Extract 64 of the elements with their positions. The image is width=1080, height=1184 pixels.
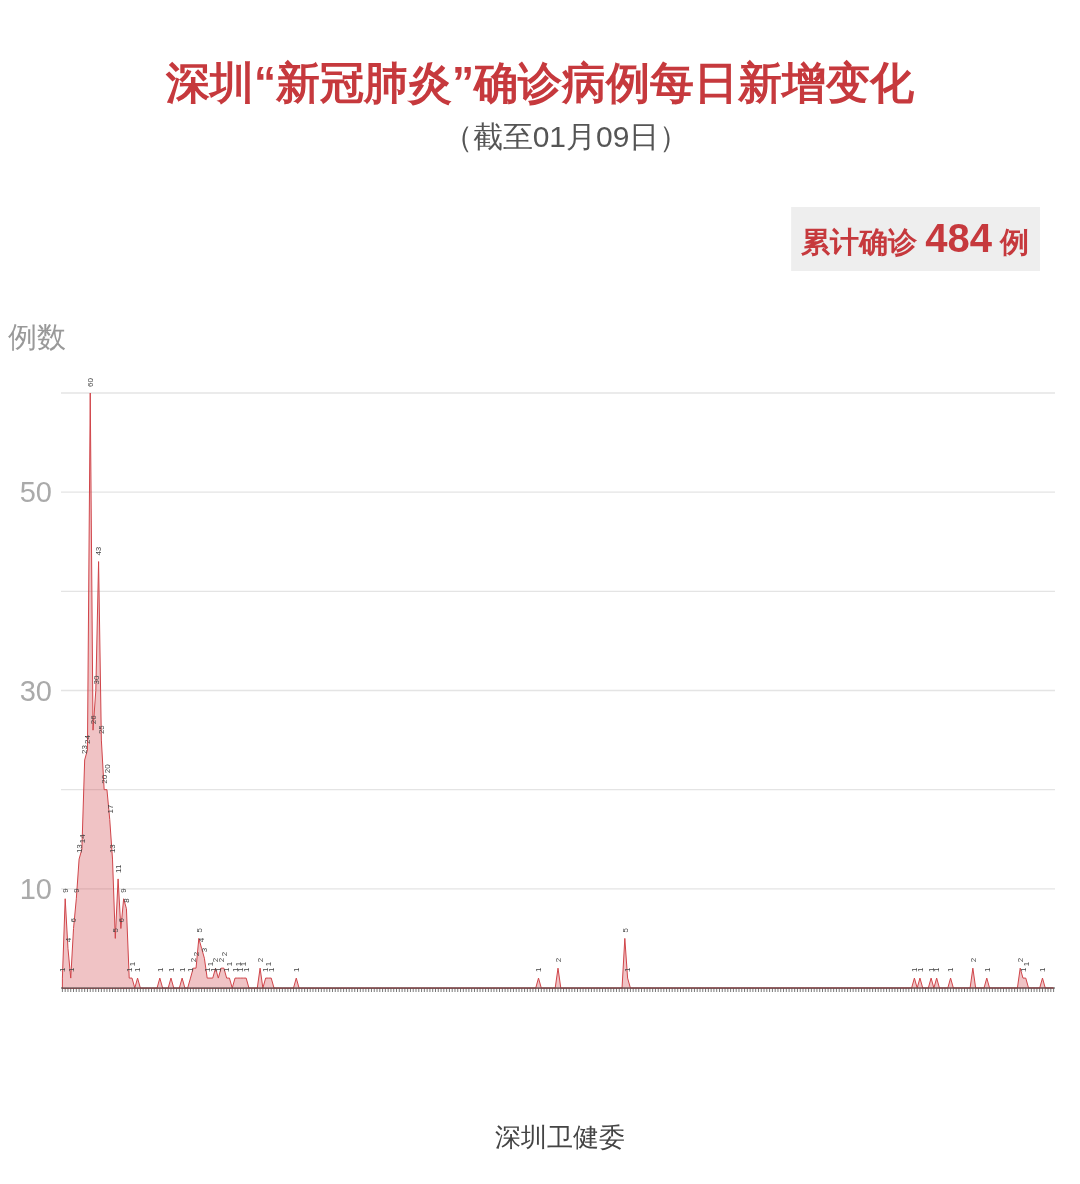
data-label: 1	[1018, 967, 1028, 973]
data-label: 8	[122, 898, 132, 903]
data-label: 43	[94, 546, 104, 556]
data-label: 1	[267, 967, 276, 973]
data-label: 1	[155, 967, 165, 973]
data-label: 24	[83, 735, 93, 744]
data-label: 1	[982, 967, 992, 973]
data-label: 1	[186, 967, 196, 973]
data-label: 2	[968, 957, 978, 963]
data-label: 3	[200, 947, 210, 953]
data-label: 14	[77, 834, 87, 844]
data-label: 1	[166, 967, 176, 973]
data-label: 5	[620, 927, 630, 933]
data-label: 5	[111, 927, 121, 933]
y-tick-label: 30	[19, 674, 52, 707]
data-label: 1	[264, 961, 274, 967]
data-label: 13	[108, 844, 118, 854]
data-label: 1	[66, 967, 76, 973]
data-label: 1	[203, 967, 212, 973]
data-label: 20	[102, 764, 112, 774]
y-axis-title: 例数	[8, 321, 66, 353]
data-label: 6	[69, 918, 79, 923]
data-label: 20	[99, 774, 109, 784]
data-label: 4	[197, 937, 207, 943]
data-label: 2	[553, 957, 563, 963]
data-label: 9	[72, 888, 82, 893]
data-label: 17	[105, 804, 115, 814]
data-label: 2	[255, 957, 265, 963]
data-label: 2	[219, 951, 229, 957]
y-tick-label: 10	[19, 872, 52, 905]
data-label: 26	[88, 715, 98, 725]
data-label: 1	[292, 967, 302, 973]
data-label: 2	[191, 951, 201, 957]
data-label: 1	[58, 967, 68, 973]
data-label: 1	[177, 967, 187, 973]
y-tick-label: 50	[19, 476, 52, 509]
data-label: 1	[125, 967, 134, 973]
annotation: 深圳卫健委	[495, 1122, 625, 1152]
data-label: 1	[946, 967, 956, 973]
data-label: 1	[127, 961, 137, 967]
data-label: 4	[63, 937, 73, 943]
data-label: 5	[194, 927, 204, 933]
annotation: 累计确诊 484 例	[801, 216, 1029, 260]
data-label: 60	[86, 378, 96, 387]
data-label: 13	[74, 844, 84, 854]
data-label: 25	[97, 725, 107, 735]
data-label: 1	[534, 967, 544, 973]
data-label: 1	[133, 967, 143, 973]
data-label: 1	[1021, 961, 1031, 967]
data-label: 1	[205, 961, 215, 967]
data-label: 23	[80, 745, 90, 754]
data-label: 9	[119, 888, 129, 893]
subtitle: （截至01月09日）	[442, 120, 690, 153]
data-label: 30	[91, 675, 101, 685]
data-label: 6	[116, 918, 126, 923]
data-label: 2	[1016, 957, 1025, 963]
title: 深圳“新冠肺炎”确诊病例每日新增变化	[166, 58, 914, 107]
data-label: 1	[225, 961, 235, 967]
data-label: 1	[1038, 967, 1048, 973]
data-label: 1	[222, 967, 232, 973]
data-label: 11	[113, 864, 123, 873]
data-label: 2	[189, 957, 199, 963]
data-label: 9	[61, 888, 70, 893]
data-label: 1	[623, 967, 633, 973]
